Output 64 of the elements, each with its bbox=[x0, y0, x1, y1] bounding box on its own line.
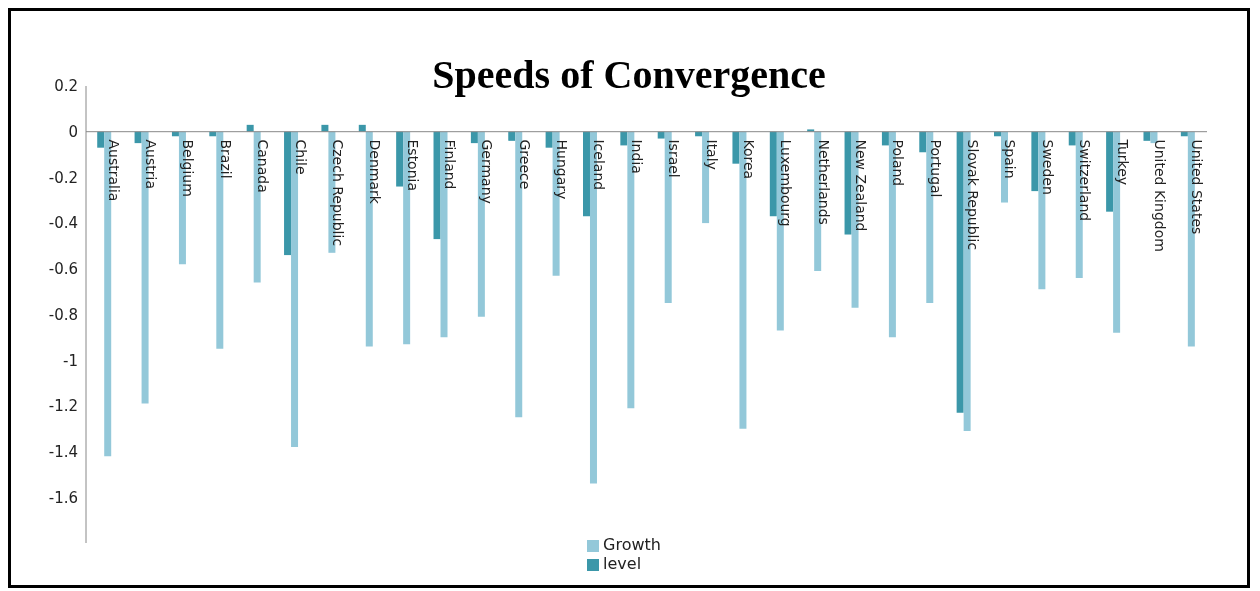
bar bbox=[919, 131, 927, 153]
y-tick-label: -0.6 bbox=[48, 260, 78, 279]
y-tick-label: -0.4 bbox=[48, 214, 78, 233]
bar bbox=[396, 131, 404, 187]
legend-label: level bbox=[603, 554, 642, 573]
x-tick-label: Czech Republic bbox=[329, 139, 346, 247]
bar bbox=[657, 131, 665, 139]
bar bbox=[956, 131, 964, 413]
bar bbox=[582, 131, 590, 217]
bar bbox=[1143, 131, 1151, 141]
x-tick-label: Chile bbox=[292, 139, 309, 175]
x-tick-label: Slovak Republic bbox=[965, 139, 982, 251]
y-tick-label: -0.8 bbox=[48, 305, 78, 324]
x-tick-label: Portugal bbox=[927, 139, 944, 198]
x-tick-label: Turkey bbox=[1114, 138, 1131, 186]
legend-label: Growth bbox=[603, 535, 661, 554]
bar bbox=[1106, 131, 1114, 212]
bar bbox=[881, 131, 889, 146]
bar bbox=[769, 131, 777, 217]
x-tick-label: Germany bbox=[479, 139, 496, 204]
bar bbox=[1031, 131, 1039, 192]
x-tick-label: Switzerland bbox=[1077, 139, 1094, 222]
bar bbox=[284, 131, 292, 256]
bar bbox=[134, 131, 142, 144]
x-tick-label: New Zealand bbox=[853, 139, 870, 232]
x-tick-label: Austria bbox=[143, 139, 160, 189]
x-tick-label: Italy bbox=[703, 139, 720, 170]
x-tick-label: Hungary bbox=[554, 139, 571, 200]
x-tick-label: Israel bbox=[666, 139, 683, 178]
y-tick-label: -0.2 bbox=[48, 168, 78, 187]
x-tick-label: Denmark bbox=[367, 139, 384, 205]
chart-title: Speeds of Convergence bbox=[432, 52, 826, 97]
y-tick-label: 0 bbox=[68, 123, 78, 142]
x-tick-label: Greece bbox=[516, 139, 533, 190]
x-tick-label: Poland bbox=[890, 139, 907, 187]
x-tick-label: United Kingdom bbox=[1151, 139, 1168, 252]
bar bbox=[545, 131, 553, 148]
x-tick-label: Estonia bbox=[404, 139, 421, 192]
bar bbox=[1068, 131, 1076, 146]
bar bbox=[732, 131, 740, 164]
x-tick-label: Canada bbox=[255, 139, 272, 193]
x-tick-label: India bbox=[628, 139, 645, 174]
y-tick-label: -1.4 bbox=[48, 442, 78, 461]
y-tick-label: 0.2 bbox=[54, 77, 78, 96]
x-tick-label: Spain bbox=[1002, 139, 1019, 179]
x-tick-label: Luxembourg bbox=[778, 139, 795, 227]
x-tick-label: Sweden bbox=[1039, 139, 1056, 195]
bar bbox=[620, 131, 628, 146]
x-tick-label: Korea bbox=[740, 139, 757, 180]
x-tick-label: Belgium bbox=[180, 139, 197, 197]
bar bbox=[97, 131, 105, 148]
bar bbox=[508, 131, 516, 141]
bar bbox=[844, 131, 852, 235]
x-tick-label: Australia bbox=[105, 139, 122, 202]
bar bbox=[470, 131, 478, 144]
x-tick-label: Finland bbox=[441, 139, 458, 190]
x-tick-label: Iceland bbox=[591, 139, 608, 191]
y-tick-label: -1.2 bbox=[48, 397, 78, 416]
y-tick-label: -1 bbox=[63, 351, 78, 370]
y-tick-label: -1.6 bbox=[48, 488, 78, 507]
x-tick-label: United States bbox=[1189, 139, 1206, 235]
bar bbox=[433, 131, 441, 240]
x-tick-label: Netherlands bbox=[815, 139, 832, 225]
x-tick-label: Brazil bbox=[217, 139, 234, 179]
